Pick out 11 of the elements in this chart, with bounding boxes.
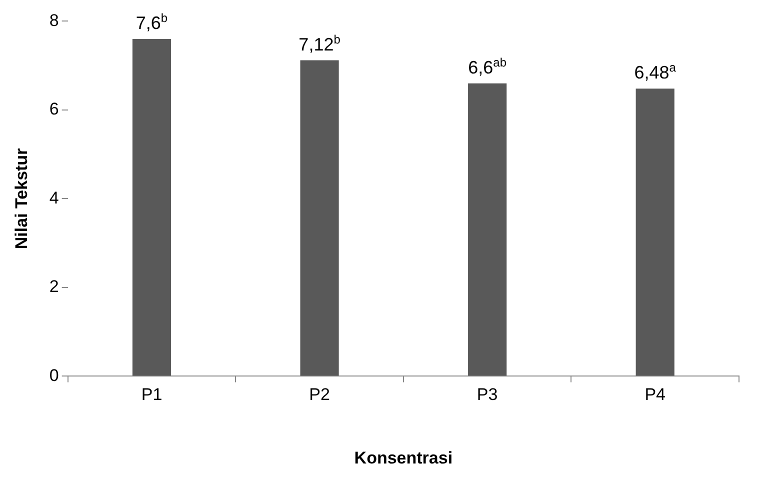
x-tick-label: P4 [644,385,666,404]
y-tick-label: 0 [49,366,59,385]
y-tick-label: 2 [49,277,59,296]
x-tick-label: P3 [476,385,498,404]
x-axis-title: Konsentrasi [354,448,453,468]
y-tick-label: 6 [49,100,59,119]
x-tick-label: P2 [309,385,330,404]
y-tick-label: 8 [49,10,59,30]
x-tick-label: P1 [141,385,162,404]
y-axis-title: Nilai Tekstur [12,148,31,250]
y-tick-label: 4 [49,188,59,208]
